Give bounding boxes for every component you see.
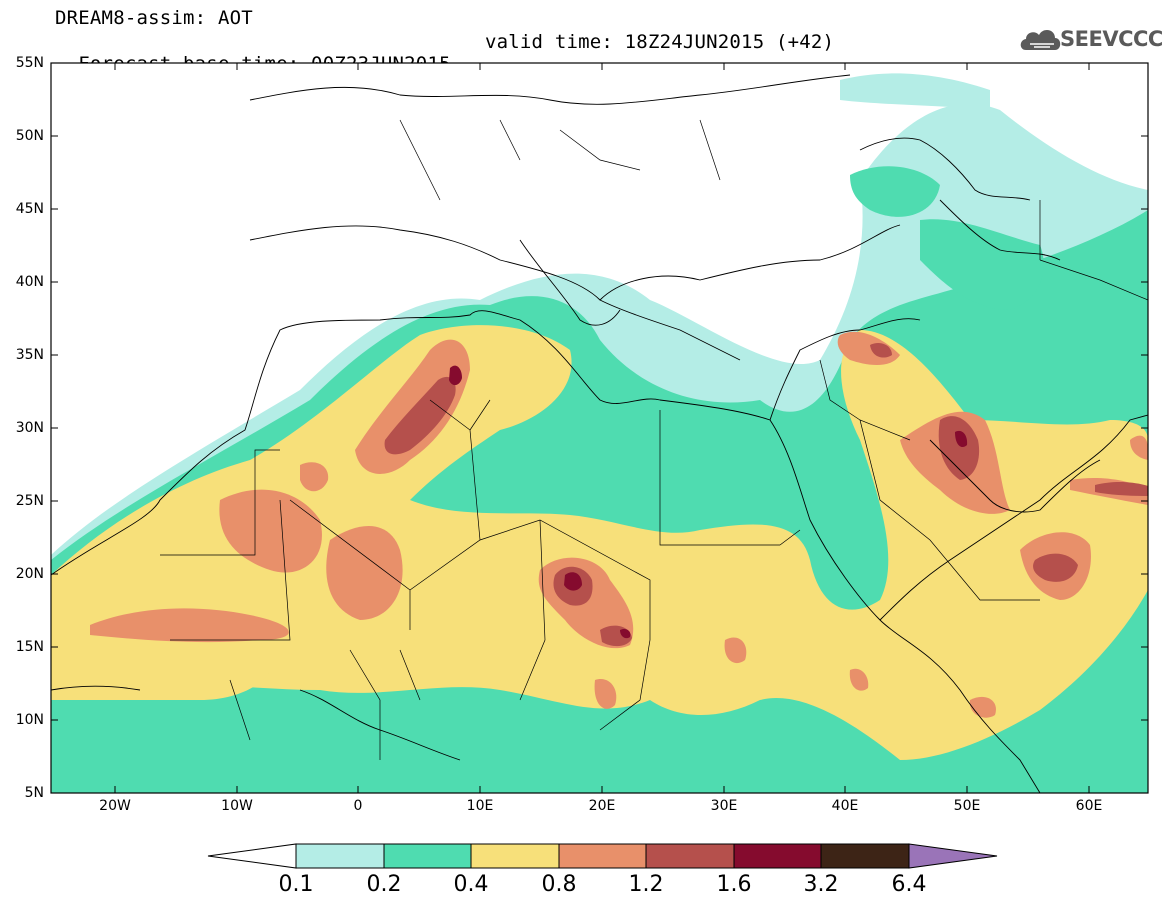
lon-label: 20W: [99, 798, 131, 814]
lon-label: 20E: [588, 798, 616, 814]
lon-label: 0: [353, 798, 363, 814]
lon-label: 40E: [831, 798, 859, 814]
colorbar-bin-1: [295, 843, 385, 869]
colorbar-bin-7: [820, 843, 910, 869]
country-borders: [160, 119, 1148, 760]
lon-label: 10E: [466, 798, 494, 814]
lat-label: 50N: [15, 128, 44, 144]
lon-label: 50E: [953, 798, 981, 814]
colorbar-bin-5: [645, 843, 735, 869]
colorbar-bin-4: [558, 843, 647, 869]
colorbar-bin-6: [733, 843, 822, 869]
colorbar-label: 1.2: [628, 872, 664, 897]
lat-label: 40N: [15, 274, 44, 290]
contour-1.6: [449, 365, 968, 639]
aot-contours: [51, 73, 1148, 793]
colorbar-label: 0.8: [541, 872, 577, 897]
lat-label: 5N: [24, 785, 44, 801]
lon-label: 30E: [710, 798, 738, 814]
lat-label: 20N: [15, 566, 44, 582]
colorbar-label: 0.4: [453, 872, 489, 897]
lat-label: 35N: [15, 347, 44, 363]
colorbar-label: 0.2: [366, 872, 402, 897]
seevccc-logo: SEEVCCC: [1060, 27, 1163, 51]
lat-label: 25N: [15, 493, 44, 509]
lat-label: 30N: [15, 420, 44, 436]
lat-label: 45N: [15, 201, 44, 217]
coastlines: [51, 74, 1148, 793]
valid-time: valid time: 18Z24JUN2015 (+42): [485, 31, 835, 53]
colorbar-under: [207, 843, 297, 869]
colorbar-label: 1.6: [716, 872, 752, 897]
colorbar-label: 0.1: [278, 872, 314, 897]
axis-ticks: [51, 62, 1148, 793]
cloud-icon: [1020, 29, 1061, 50]
colorbar-bin-2: [383, 843, 472, 869]
lat-label: 55N: [15, 55, 44, 71]
colorbar: [207, 843, 998, 869]
colorbar-label: 3.2: [803, 872, 839, 897]
colorbar-over: [908, 843, 998, 869]
colorbar-label: 6.4: [891, 872, 927, 897]
lon-label: 10W: [221, 798, 253, 814]
contour-0.8: [90, 331, 1148, 718]
lat-label: 10N: [15, 712, 44, 728]
lon-label: 60E: [1075, 798, 1103, 814]
map-title: DREAM8-assim: AOT: [55, 7, 253, 29]
colorbar-bin-3: [470, 843, 560, 869]
lat-label: 15N: [15, 639, 44, 655]
